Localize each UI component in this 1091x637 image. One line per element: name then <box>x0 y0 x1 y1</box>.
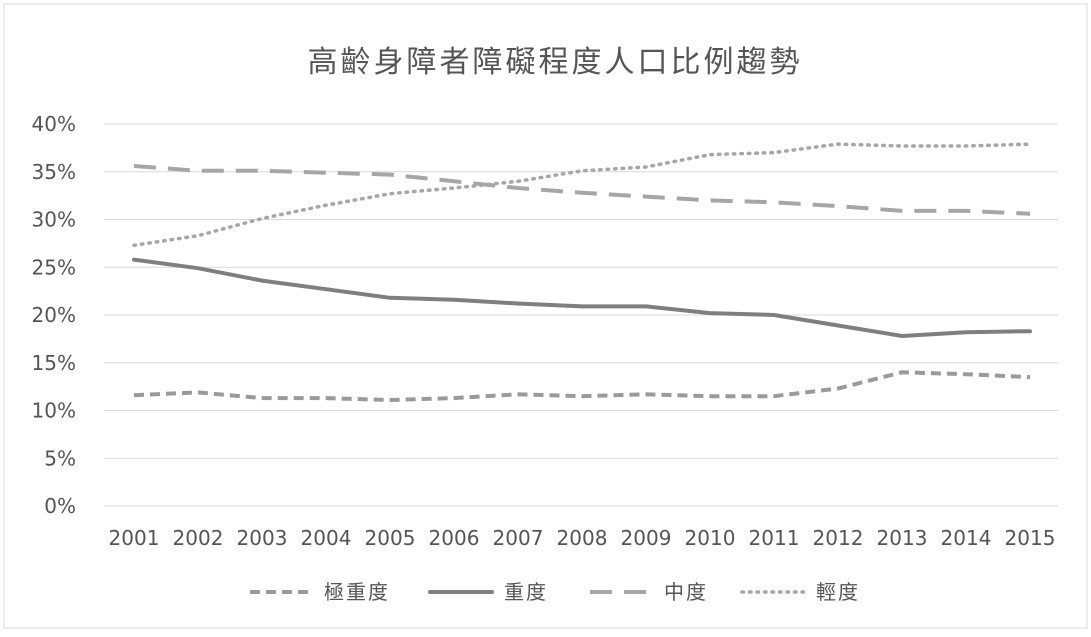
x-tick-label: 2002 <box>173 526 224 550</box>
y-tick-label: 5% <box>44 446 76 470</box>
x-axis-ticks: 2001 2002 2003 2004 2005 2006 2007 2008 2009 2010… <box>109 526 1056 550</box>
x-tick-label: 2005 <box>365 526 416 550</box>
chart-title: 高齡身障者障礙程度人口比例趨勢 <box>308 45 803 80</box>
x-tick-label: 2011 <box>749 526 800 550</box>
y-tick-label: 15% <box>32 351 76 375</box>
x-tick-label: 2001 <box>109 526 160 550</box>
y-tick-label: 25% <box>32 255 76 279</box>
x-tick-label: 2008 <box>557 526 608 550</box>
legend-label: 極重度 <box>324 580 390 604</box>
x-tick-label: 2007 <box>493 526 544 550</box>
x-tick-label: 2010 <box>685 526 736 550</box>
x-tick-label: 2014 <box>941 526 992 550</box>
y-tick-label: 40% <box>32 112 76 136</box>
x-tick-label: 2012 <box>813 526 864 550</box>
x-tick-label: 2006 <box>429 526 480 550</box>
legend-label: 輕度 <box>816 580 860 604</box>
x-tick-label: 2013 <box>877 526 928 550</box>
x-tick-label: 2009 <box>621 526 672 550</box>
legend-label: 重度 <box>504 580 548 604</box>
y-tick-label: 20% <box>32 303 76 327</box>
x-tick-label: 2004 <box>301 526 352 550</box>
x-tick-label: 2003 <box>237 526 288 550</box>
y-tick-label: 35% <box>32 160 76 184</box>
y-tick-label: 10% <box>32 399 76 423</box>
legend-label: 中度 <box>664 580 708 604</box>
y-tick-label: 0% <box>44 494 76 518</box>
y-tick-label: 30% <box>32 208 76 232</box>
x-tick-label: 2015 <box>1005 526 1056 550</box>
